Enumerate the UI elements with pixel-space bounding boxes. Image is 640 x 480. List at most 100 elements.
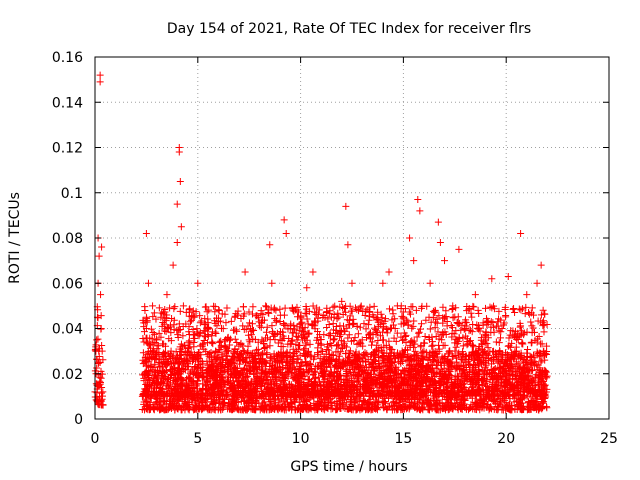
data-point [185,406,193,414]
data-point [332,406,340,414]
data-point [177,406,185,414]
data-point [367,395,375,403]
data-point [388,406,396,414]
data-point [198,406,206,414]
data-point [361,366,369,374]
data-point [190,405,198,413]
data-point [380,404,388,412]
data-point [415,382,423,390]
data-point [339,399,347,407]
data-point [274,406,282,414]
data-point [391,401,399,409]
data-point [157,405,165,413]
data-point [169,359,177,367]
data-point [255,399,263,407]
data-point [209,401,217,409]
data-point [96,373,104,381]
data-point [215,397,223,405]
data-point [517,404,525,412]
data-point [98,401,106,409]
data-point [169,398,177,406]
data-point [417,406,425,414]
data-point [514,401,522,409]
data-point [311,406,319,414]
data-point [243,406,251,414]
data-point [323,404,331,412]
data-point [476,397,484,405]
data-point [226,405,234,413]
data-point [501,403,509,411]
data-point [281,400,289,408]
data-point [392,404,400,412]
data-point [93,355,101,363]
data-point [319,405,327,413]
data-point [379,399,387,407]
data-point [385,402,393,410]
data-point [419,400,427,408]
data-point [288,403,296,411]
data-point [172,348,180,356]
data-point [294,355,302,363]
data-point [262,359,270,367]
data-point [530,362,538,370]
data-point [349,405,357,413]
data-point [97,312,105,320]
data-point [441,402,449,410]
data-point [543,403,551,411]
data-point [442,404,450,412]
data-point [518,399,526,407]
data-point [466,404,474,412]
data-point [256,406,264,414]
data-point [353,405,361,413]
data-point [229,400,237,408]
data-point [240,397,248,405]
data-point [405,402,413,410]
data-point [294,404,302,412]
data-point [288,368,296,376]
data-point [303,398,311,406]
data-point [524,405,532,413]
data-point [283,370,291,378]
data-point [371,403,379,411]
data-point [201,396,209,404]
data-point [204,406,212,414]
data-point [526,404,534,412]
data-point [178,403,186,411]
data-point [485,406,493,414]
data-point [184,402,192,410]
data-point [248,405,256,413]
data-point [411,355,419,363]
data-point [271,403,279,411]
data-point [198,402,206,410]
data-point [403,316,411,324]
data-point [444,399,452,407]
data-point [138,406,146,414]
data-point [182,355,190,363]
data-point [276,398,284,406]
data-point [511,405,519,413]
data-point [150,403,158,411]
data-point [288,406,296,414]
data-point [139,349,147,357]
data-point [203,401,211,409]
data-point [171,406,179,414]
data-point [337,348,345,356]
data-point [153,399,161,407]
data-point [262,401,270,409]
data-point [480,399,488,407]
data-point [424,405,432,413]
data-point [433,406,441,414]
data-point [462,405,470,413]
data-point [287,399,295,407]
data-point [312,401,320,409]
data-point [411,396,419,404]
data-point [167,404,175,412]
data-point [412,403,420,411]
data-point [530,399,538,407]
data-point [435,399,443,407]
data-point [224,402,232,410]
data-point [539,397,547,405]
data-point [478,401,486,409]
data-point [424,396,432,404]
